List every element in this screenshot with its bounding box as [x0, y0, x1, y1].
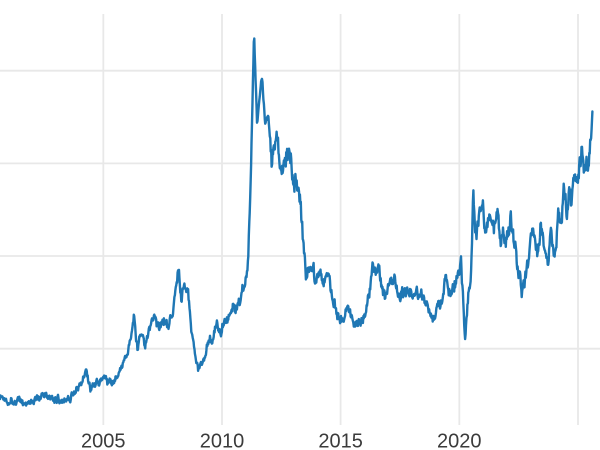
x-tick-label: 2010: [200, 431, 245, 450]
x-tick-label: 2020: [437, 431, 482, 450]
x-tick-label: 2015: [318, 431, 363, 450]
x-tick-label: 2005: [81, 431, 126, 450]
price-line: [0, 37, 594, 407]
